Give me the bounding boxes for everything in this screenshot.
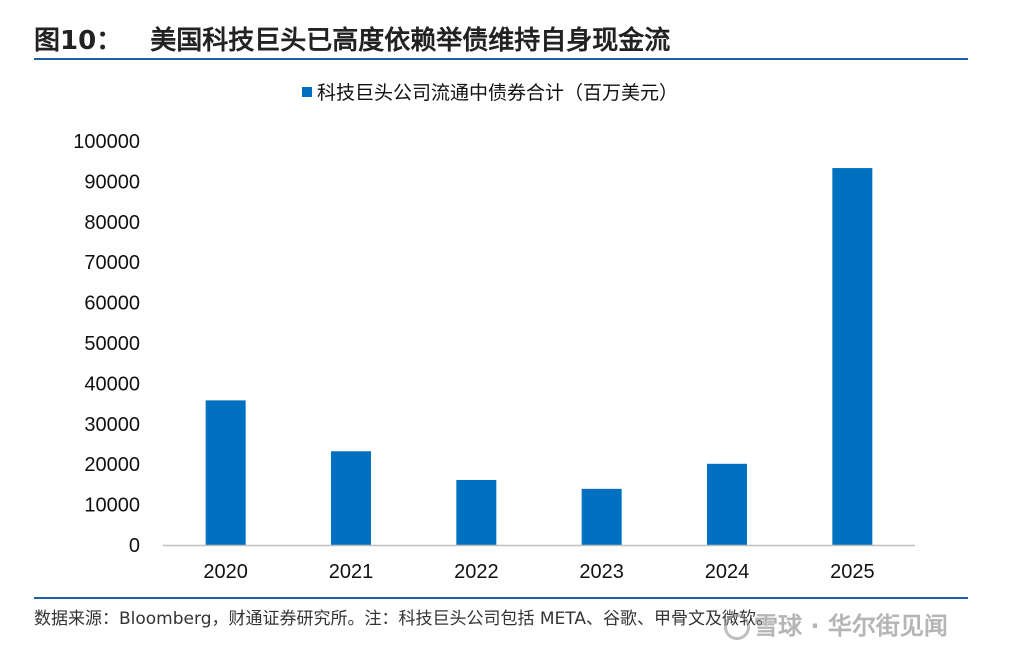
y-tick-label: 40000 [84,373,140,395]
x-axis: 2020 2021 2022 2023 2024 2025 [163,544,915,583]
watermark-text: 雪球 · 华尔街见闻 [754,612,948,640]
source-note: 数据来源：Bloomberg，财通证券研究所。注：科技巨头公司包括 META、谷… [34,609,773,629]
figure-title: 图10： 美国科技巨头已高度依赖举债维持自身现金流 [34,20,670,57]
y-tick-label: 50000 [84,333,140,355]
y-tick-label: 70000 [84,252,140,274]
legend-label: 科技巨头公司流通中债券合计（百万美元） [317,82,678,104]
x-tick-label: 2021 [329,561,374,583]
bar-2025 [832,168,873,545]
bar-2024 [707,463,747,545]
legend: 科技巨头公司流通中债券合计（百万美元） [302,82,678,104]
watermark-logo-icon [724,614,750,640]
y-tick-label: 60000 [84,293,140,315]
y-tick-label: 90000 [84,171,140,193]
y-tick-label: 100000 [73,131,140,153]
figure-number: 图10： [34,26,123,56]
bar-2021 [331,451,371,545]
y-tick-label: 10000 [84,495,140,517]
title-rule [34,58,968,60]
y-tick-label: 20000 [84,454,140,476]
source-rule [34,597,968,599]
y-axis: 0 10000 20000 30000 40000 50000 60000 70000 8000… [73,131,140,557]
y-tick-label: 80000 [84,212,140,234]
x-tick-label: 2025 [830,561,875,583]
x-tick-label: 2022 [454,561,499,583]
bar-2020 [205,400,246,545]
y-tick-label: 30000 [84,414,140,436]
y-tick-label: 0 [129,535,140,557]
figure-title-text: 美国科技巨头已高度依赖举债维持自身现金流 [150,26,671,56]
bar-2023 [581,488,622,545]
bars [205,168,873,545]
bar-2022 [456,479,497,545]
x-tick-label: 2023 [579,561,624,583]
bar-chart: 科技巨头公司流通中债券合计（百万美元） 0 10000 20000 30000 4000… [73,82,915,583]
watermark: 雪球 · 华尔街见闻 [724,606,948,641]
x-tick-label: 2024 [705,561,750,583]
x-tick-label: 2020 [203,561,248,583]
legend-swatch [302,87,312,97]
